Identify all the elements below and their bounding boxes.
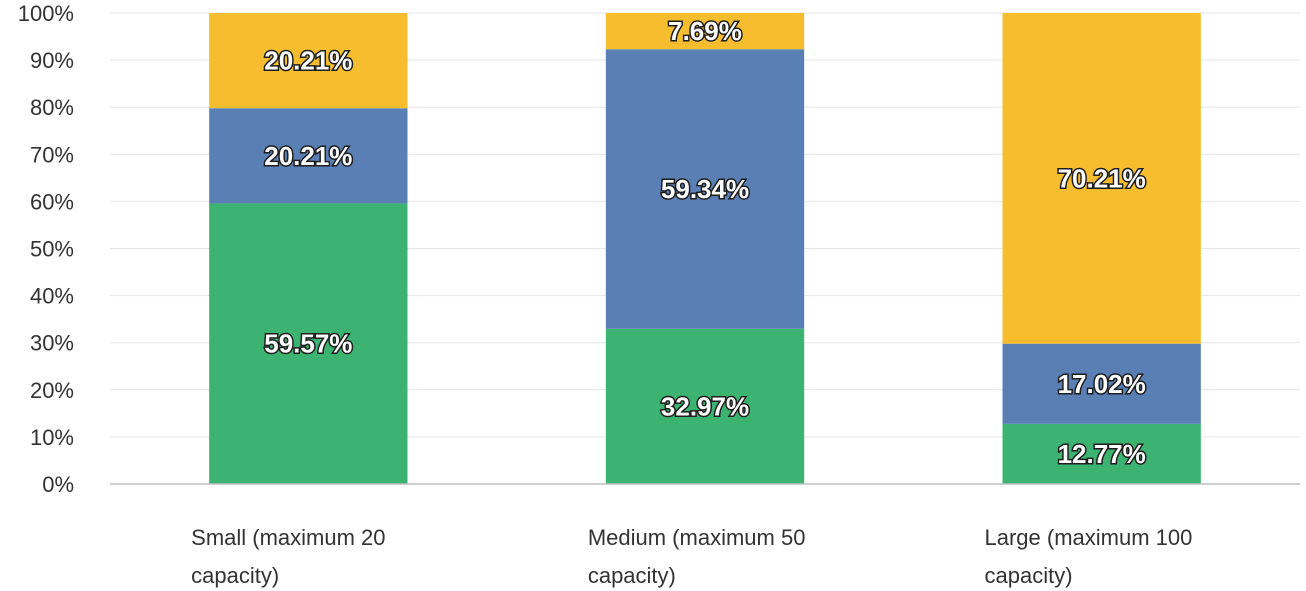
bar-segment <box>209 203 408 484</box>
bar-segment <box>1002 343 1201 424</box>
x-tick-label: Medium (maximum 50 <box>588 525 806 550</box>
bar-segment <box>209 108 408 204</box>
x-tick-label: Large (maximum 100 <box>985 525 1193 550</box>
x-tick-label: capacity) <box>191 563 279 588</box>
data-label: 59.34% <box>661 174 749 204</box>
data-label: 20.21% <box>264 141 352 171</box>
x-axis: Small (maximum 20 capacity) Medium (maximu… <box>110 483 1300 588</box>
bar-segment <box>605 13 805 50</box>
y-tick-label: 100% <box>18 1 74 26</box>
data-labels: 59.57% 20.21% 20.21% 32.97% 59.34% 7.69% 12.77… <box>263 15 1148 471</box>
bar-segment <box>1002 423 1201 484</box>
y-tick-label: 20% <box>30 378 74 403</box>
y-tick-label: 70% <box>30 142 74 167</box>
data-label: 32.97% <box>661 391 749 421</box>
x-tick-label: capacity) <box>985 563 1073 588</box>
y-tick-label: 90% <box>30 48 74 73</box>
bar-segment <box>1002 13 1201 344</box>
data-label: 20.21% <box>264 46 352 76</box>
data-label: 70.21% <box>1058 163 1146 193</box>
data-label: 17.02% <box>1058 369 1146 399</box>
x-tick-label: Small (maximum 20 <box>191 525 385 550</box>
bar-segment <box>209 13 408 109</box>
y-axis: 0% 10% 20% 30% 40% 50% 60% 70% 80% 90% 100% <box>18 1 74 497</box>
y-tick-label: 60% <box>30 189 74 214</box>
data-label: 12.77% <box>1058 439 1146 469</box>
y-tick-label: 80% <box>30 95 74 120</box>
y-tick-label: 40% <box>30 284 74 309</box>
y-tick-label: 0% <box>42 472 74 497</box>
y-tick-label: 50% <box>30 237 74 262</box>
data-label: 7.69% <box>668 16 742 46</box>
x-tick-label: capacity) <box>588 563 676 588</box>
bar-segment <box>605 49 805 329</box>
bars <box>209 13 1201 484</box>
data-label: 59.57% <box>264 329 352 359</box>
y-tick-label: 10% <box>30 425 74 450</box>
bar-segment <box>605 328 805 484</box>
y-tick-label: 30% <box>30 331 74 356</box>
